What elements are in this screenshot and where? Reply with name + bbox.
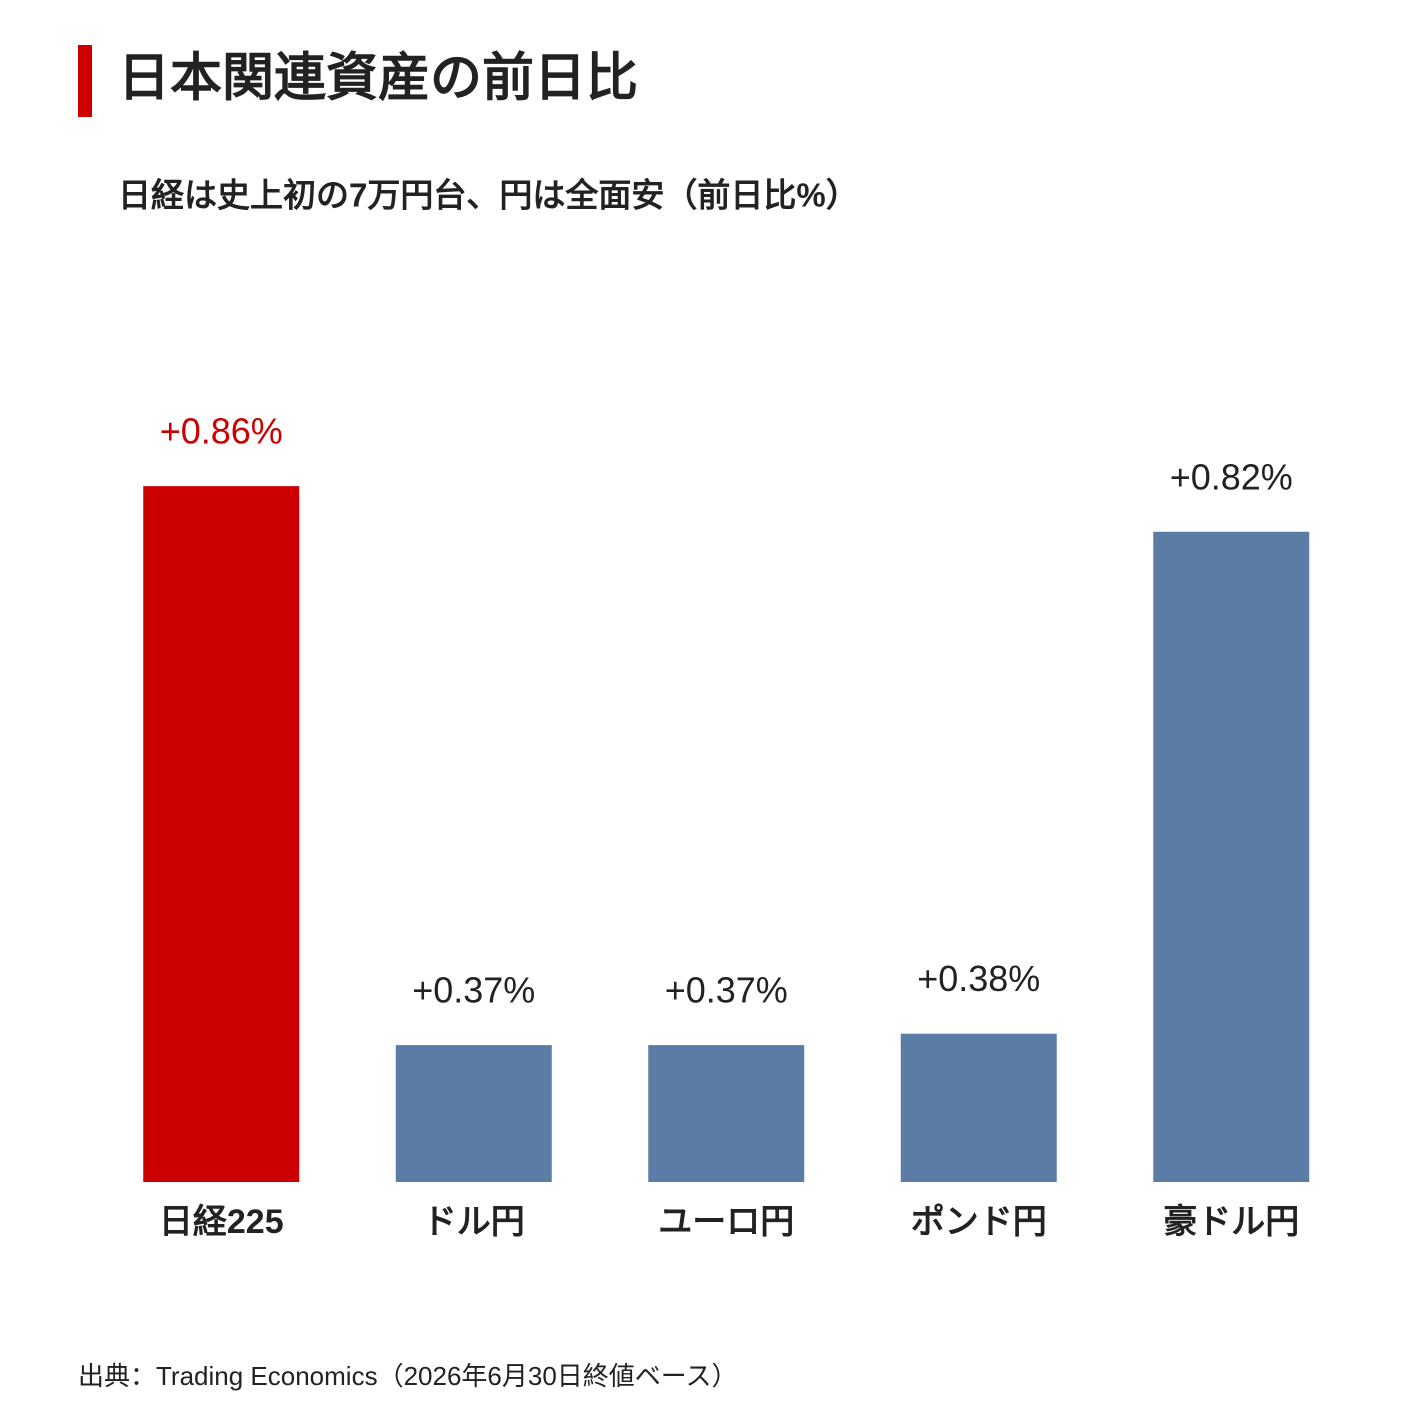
bar	[1153, 531, 1310, 1182]
x-tick-label: ユーロ円	[658, 1203, 794, 1241]
title-accent	[78, 45, 92, 117]
x-tick-label: 豪ドル円	[1163, 1202, 1299, 1241]
bar	[648, 1045, 805, 1182]
bar	[143, 486, 300, 1183]
chart-subtitle: 日経は史上初の7万円台、円は全面安（前日比%）	[118, 177, 859, 214]
source-note: 出典：Trading Economics（2026年6月30日終値ベース）	[78, 1361, 738, 1391]
x-tick-label: ドル円	[423, 1203, 525, 1241]
chart-title: 日本関連資産の前日比	[118, 50, 638, 108]
value-label: +0.38%	[917, 958, 1040, 999]
bar	[900, 1033, 1057, 1182]
value-label: +0.37%	[412, 970, 535, 1011]
value-label: +0.37%	[665, 970, 788, 1011]
bar	[395, 1045, 552, 1182]
value-label: +0.82%	[1170, 456, 1293, 497]
value-label: +0.86%	[160, 411, 283, 452]
x-tick-label: ポンド円	[911, 1202, 1047, 1241]
x-tick-label: 日経225	[159, 1203, 284, 1241]
